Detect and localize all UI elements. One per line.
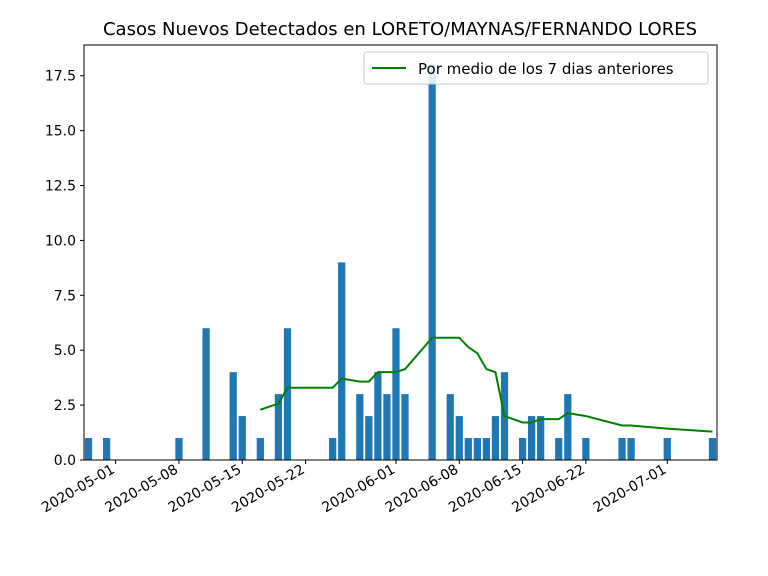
bar — [455, 416, 463, 460]
y-tick-label: 2.5 — [54, 398, 76, 414]
bar — [582, 438, 590, 460]
bar — [528, 416, 536, 460]
legend: Por medio de los 7 dias anteriores — [363, 51, 709, 85]
bar — [102, 438, 111, 460]
bar — [446, 394, 454, 460]
plot-frame — [83, 44, 718, 461]
bar — [84, 438, 93, 460]
bar — [374, 372, 382, 460]
bar — [464, 438, 472, 460]
line-layer — [260, 336, 713, 433]
y-tick-label: 17.5 — [45, 69, 76, 85]
x-tick-label: 2020-07-01 — [591, 462, 669, 517]
bar — [365, 416, 373, 460]
bar — [383, 394, 391, 460]
bar — [202, 328, 210, 460]
bar — [401, 394, 409, 460]
bar — [338, 262, 346, 460]
bar — [356, 394, 364, 460]
bar — [627, 438, 635, 460]
bar — [482, 438, 491, 460]
y-tick-label: 5.0 — [54, 343, 76, 359]
series-line — [260, 336, 713, 433]
bar — [256, 438, 264, 460]
y-tick-label: 7.5 — [54, 288, 76, 304]
bar — [708, 438, 717, 460]
bar — [238, 416, 246, 460]
bars-layer — [84, 64, 717, 460]
bar — [564, 394, 572, 460]
bar — [175, 438, 183, 460]
bar — [274, 394, 283, 460]
chart-title: Casos Nuevos Detectados en LORETO/MAYNAS… — [103, 19, 697, 40]
y-tick-label: 12.5 — [45, 179, 76, 195]
bar — [473, 438, 481, 460]
legend-label: Por medio de los 7 dias anteriores — [418, 60, 674, 78]
bar — [618, 438, 626, 460]
y-tick-label: 0.0 — [54, 453, 76, 469]
bar — [555, 438, 563, 460]
bar — [229, 372, 237, 460]
bar — [329, 438, 337, 460]
bar — [283, 328, 292, 460]
legend-box — [363, 51, 709, 85]
bar — [537, 416, 545, 460]
bar — [428, 64, 436, 460]
y-tick-label: 10.0 — [45, 233, 76, 249]
bar — [518, 438, 527, 460]
bar — [491, 416, 500, 460]
bar — [392, 328, 400, 460]
y-tick-label: 15.0 — [45, 124, 76, 140]
bar — [663, 438, 671, 460]
